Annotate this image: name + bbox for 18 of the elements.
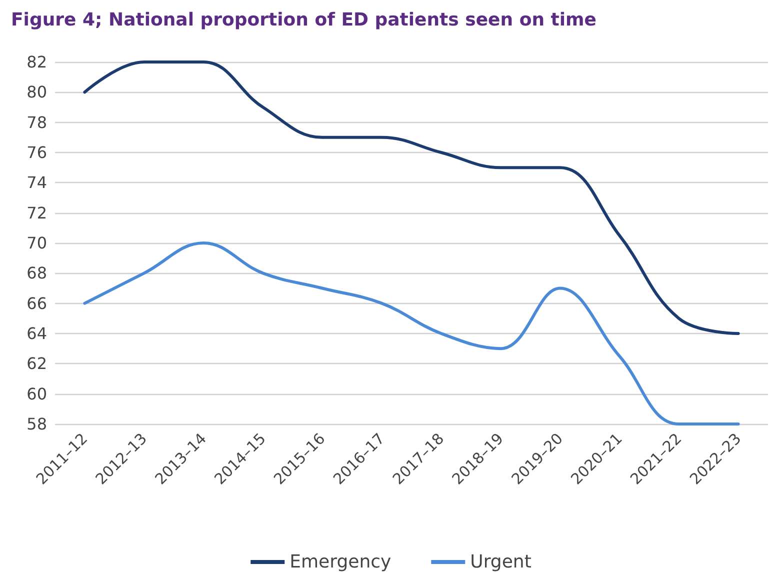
y-tick-label: 82	[26, 52, 47, 72]
y-tick-label: 70	[26, 234, 47, 252]
line-series	[83, 60, 740, 335]
y-tick-label: 64	[26, 324, 47, 343]
chart-title: Figure 4; National proportion of ED patients seen on time	[11, 10, 597, 30]
y-tick-label: 80	[26, 82, 47, 102]
legend-label: Emergency	[290, 552, 392, 572]
y-tick-label: 60	[26, 384, 47, 404]
y-tick-label: 62	[26, 354, 47, 374]
y-tick-label: 76	[26, 143, 47, 162]
y-tick-label: 78	[26, 112, 47, 132]
legend-label: Urgent	[470, 552, 532, 572]
line-series	[83, 242, 740, 426]
y-tick-label: 66	[26, 294, 47, 313]
y-tick-label: 72	[26, 203, 47, 222]
y-tick-label: 58	[26, 414, 47, 434]
y-tick-label: 74	[26, 173, 47, 192]
y-tick-label: 68	[26, 264, 47, 283]
